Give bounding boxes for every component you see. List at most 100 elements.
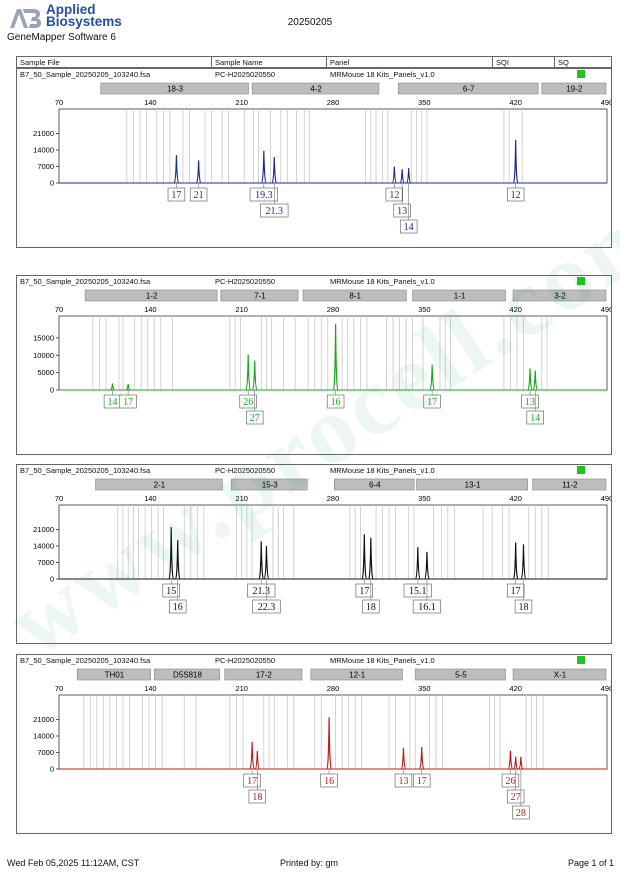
allele-label-box bbox=[423, 394, 441, 409]
allele-label-box bbox=[355, 583, 374, 598]
marker-label: 17-2 bbox=[256, 671, 273, 680]
y-tick-label: 7000 bbox=[37, 558, 54, 567]
brand-line-1: Applied bbox=[46, 2, 96, 17]
y-tick-label: 10000 bbox=[33, 351, 54, 360]
allele-label: 13 bbox=[397, 206, 407, 217]
electropherogram-chart-black: 2-1 15-3 6-4 13-1 11-2 70 140 210 280 350 420 490 0 7… bbox=[33, 478, 611, 614]
y-tick-label: 0 bbox=[50, 179, 54, 188]
marker-label: 1-1 bbox=[454, 292, 466, 301]
marker-label: 19-2 bbox=[566, 85, 583, 94]
column-panel: Panel bbox=[330, 58, 350, 67]
peak bbox=[254, 751, 260, 770]
peak bbox=[415, 547, 421, 580]
allele-label-box bbox=[506, 187, 525, 202]
marker-bar bbox=[397, 82, 539, 95]
y-tick-label: 14000 bbox=[33, 146, 54, 155]
marker-label: 5-5 bbox=[455, 671, 467, 680]
marker-bar bbox=[310, 668, 403, 681]
allele-label-box bbox=[189, 187, 208, 202]
x-tick-label: 70 bbox=[55, 98, 63, 107]
allele-label: 21 bbox=[194, 190, 204, 201]
peak bbox=[518, 756, 524, 770]
y-tick-label: 7000 bbox=[37, 162, 54, 171]
x-tick-label: 350 bbox=[418, 684, 431, 693]
panel-value: MRMouse 18 Kits_Panels_v1.0 bbox=[330, 466, 435, 475]
peak bbox=[195, 160, 202, 184]
marker-bar bbox=[230, 478, 308, 491]
column-sq: SQ bbox=[558, 58, 569, 67]
allele-label-box bbox=[320, 773, 338, 788]
marker-label: 1-2 bbox=[146, 292, 158, 301]
peak bbox=[332, 323, 339, 391]
sq-pass-indicator bbox=[577, 656, 585, 664]
peak bbox=[125, 384, 131, 391]
x-tick-label: 490 bbox=[601, 494, 611, 503]
printed-by: Printed by: gm bbox=[280, 858, 339, 868]
allele-label: 18 bbox=[366, 602, 376, 613]
allele-label: 15.1 bbox=[409, 586, 427, 597]
x-tick-label: 420 bbox=[509, 305, 522, 314]
allele-label-box bbox=[526, 410, 544, 425]
allele-label: 18 bbox=[252, 792, 262, 803]
x-tick-label: 280 bbox=[327, 684, 340, 693]
peak bbox=[271, 157, 278, 184]
marker-bar bbox=[100, 82, 249, 95]
panel-info-row: B7_50_Sample_20250205_103240.fsa PC-H202… bbox=[17, 465, 611, 477]
allele-label: 13 bbox=[398, 776, 408, 787]
electropherogram-chart-red: TH01 D5S818 17-2 12-1 5-5 X-170 140 210 280 350 42… bbox=[33, 668, 611, 820]
allele-label-box bbox=[413, 773, 431, 788]
column-sqi: SQI bbox=[496, 58, 509, 67]
x-tick-label: 350 bbox=[418, 494, 431, 503]
marker-label: 6-7 bbox=[463, 85, 475, 94]
peak bbox=[399, 169, 405, 184]
marker-label: 4-2 bbox=[310, 85, 322, 94]
allele-label: 16 bbox=[324, 776, 334, 787]
allele-label: 14 bbox=[530, 413, 540, 424]
y-tick-label: 0 bbox=[50, 386, 54, 395]
allele-label-box bbox=[521, 394, 539, 409]
marker-label: 15-3 bbox=[262, 481, 279, 490]
column-sample-file: Sample File bbox=[20, 58, 60, 67]
marker-bar bbox=[251, 82, 380, 95]
allele-label-box bbox=[514, 599, 533, 614]
allele-label: 15 bbox=[166, 586, 176, 597]
electropherogram-panel-green: B7_50_Sample_20250205_103240.fsa PC-H202… bbox=[16, 275, 612, 455]
y-tick-label: 21000 bbox=[33, 129, 54, 138]
allele-label: 16 bbox=[331, 397, 341, 408]
y-tick-label: 15000 bbox=[33, 333, 54, 342]
marker-label: X-1 bbox=[554, 671, 567, 680]
marker-label: 13-1 bbox=[465, 481, 482, 490]
allele-label-box bbox=[239, 394, 257, 409]
sample-name-value: PC-H2025020550 bbox=[215, 70, 276, 79]
peak bbox=[173, 155, 180, 184]
allele-label: 27 bbox=[511, 792, 521, 803]
x-tick-label: 70 bbox=[55, 305, 63, 314]
marker-bar bbox=[541, 82, 607, 95]
x-tick-label: 420 bbox=[509, 494, 522, 503]
allele-label: 12 bbox=[389, 190, 399, 201]
x-tick-label: 70 bbox=[55, 494, 63, 503]
allele-label-box bbox=[249, 187, 278, 202]
y-tick-label: 14000 bbox=[33, 542, 54, 551]
column-divider bbox=[326, 57, 327, 67]
x-tick-label: 140 bbox=[144, 305, 157, 314]
electropherogram-panel-red: B7_50_Sample_20250205_103240.fsa PC-H202… bbox=[16, 654, 612, 834]
marker-bar bbox=[532, 478, 607, 491]
column-divider bbox=[492, 57, 493, 67]
x-tick-label: 140 bbox=[144, 98, 157, 107]
sq-pass-indicator bbox=[577, 70, 585, 78]
column-sample-name: Sample Name bbox=[215, 58, 263, 67]
marker-bar bbox=[153, 668, 221, 681]
x-tick-label: 420 bbox=[509, 98, 522, 107]
peak bbox=[513, 756, 519, 770]
allele-label-box bbox=[385, 187, 404, 202]
allele-label-box bbox=[362, 599, 380, 614]
marker-bar bbox=[334, 478, 415, 491]
x-tick-label: 490 bbox=[601, 305, 611, 314]
marker-label: 3-2 bbox=[554, 292, 566, 301]
allele-label-box bbox=[169, 599, 187, 614]
column-divider bbox=[554, 57, 555, 67]
allele-label: 13 bbox=[525, 397, 535, 408]
x-tick-label: 210 bbox=[235, 684, 248, 693]
allele-label: 16.1 bbox=[418, 602, 436, 613]
